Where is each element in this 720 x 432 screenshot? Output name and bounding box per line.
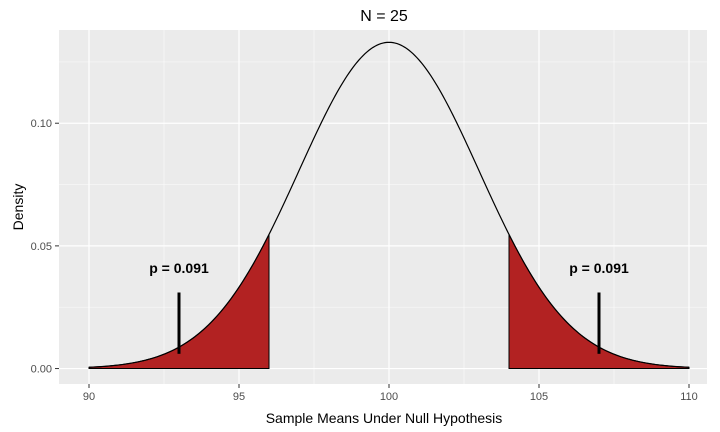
y-tick-label: 0.05 bbox=[31, 241, 52, 253]
x-tick-label: 100 bbox=[380, 391, 398, 403]
x-axis-title: Sample Means Under Null Hypothesis bbox=[266, 410, 503, 426]
chart-title: N = 25 bbox=[360, 8, 408, 25]
x-tick-label: 90 bbox=[83, 391, 95, 403]
y-axis-title: Density bbox=[10, 184, 26, 231]
y-tick-label: 0.10 bbox=[31, 118, 52, 130]
annotation-p-value-left: p = 0.091 bbox=[149, 260, 209, 276]
density-curve bbox=[88, 41, 690, 368]
density-series bbox=[88, 41, 690, 370]
x-axis: 90 95 100 105 110 bbox=[83, 384, 698, 403]
y-axis: 0.00 0.05 0.10 bbox=[31, 118, 59, 376]
x-tick-label: 110 bbox=[680, 391, 698, 403]
y-tick-label: 0.00 bbox=[31, 364, 52, 376]
plot-panel bbox=[59, 30, 707, 384]
x-tick-label: 95 bbox=[233, 391, 245, 403]
annotation-p-value-right: p = 0.091 bbox=[569, 260, 629, 276]
marker-lines bbox=[177, 292, 601, 354]
x-tick-label: 105 bbox=[530, 391, 548, 403]
annotations: p = 0.091 p = 0.091 bbox=[149, 260, 629, 276]
